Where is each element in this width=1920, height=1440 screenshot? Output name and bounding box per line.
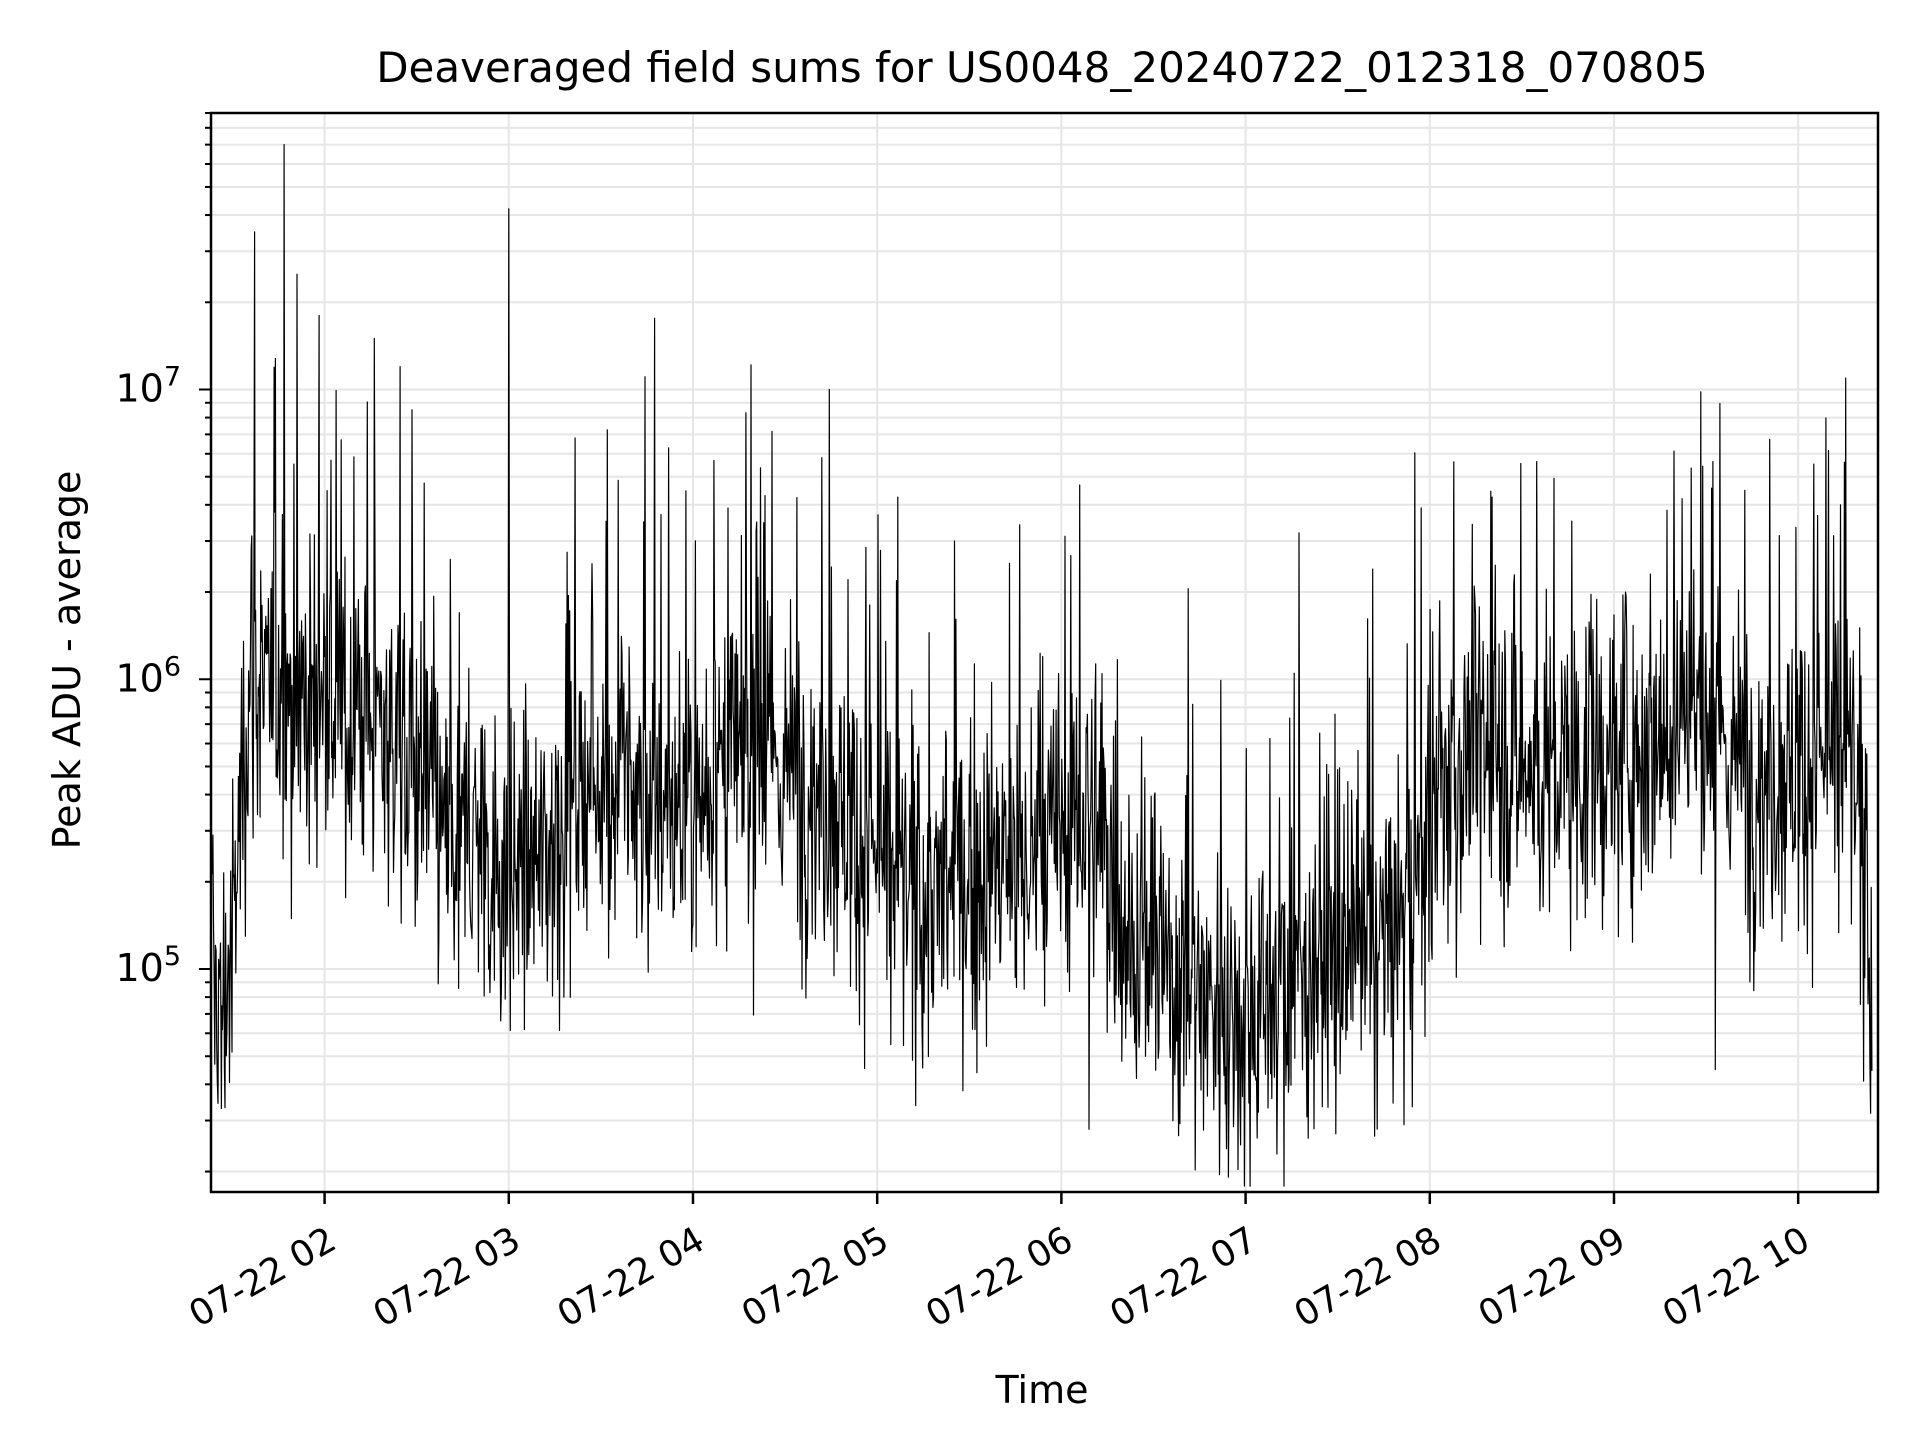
y-axis: 105 106 107 xyxy=(115,112,211,1173)
x-axis: 07-22 02 07-22 03 07-22 04 07-22 05 07-22 06… xyxy=(182,1192,1817,1336)
y-tick-label: 107 xyxy=(115,361,181,410)
y-axis-label: Peak ADU - average xyxy=(45,471,89,850)
x-tick-label: 07-22 03 xyxy=(367,1219,528,1335)
grid-lines xyxy=(211,112,1878,1192)
x-tick-label: 07-22 09 xyxy=(1472,1219,1633,1335)
chart-title: Deaveraged field sums for US0048_2024072… xyxy=(376,43,1708,92)
y-tick-label: 105 xyxy=(115,941,181,990)
x-tick-label: 07-22 10 xyxy=(1656,1219,1817,1335)
series-line xyxy=(211,144,1873,1187)
x-tick-label: 07-22 05 xyxy=(735,1219,896,1335)
y-tick-label: 106 xyxy=(115,651,181,700)
plot-frame xyxy=(209,111,1880,1194)
x-tick-label: 07-22 02 xyxy=(182,1219,343,1335)
x-tick-label: 07-22 04 xyxy=(551,1219,712,1335)
x-tick-label: 07-22 06 xyxy=(919,1219,1080,1335)
x-tick-label: 07-22 08 xyxy=(1288,1219,1449,1335)
x-axis-label: Time xyxy=(995,1368,1089,1412)
series-1 xyxy=(211,144,1873,1187)
x-tick-label: 07-22 07 xyxy=(1103,1219,1264,1335)
